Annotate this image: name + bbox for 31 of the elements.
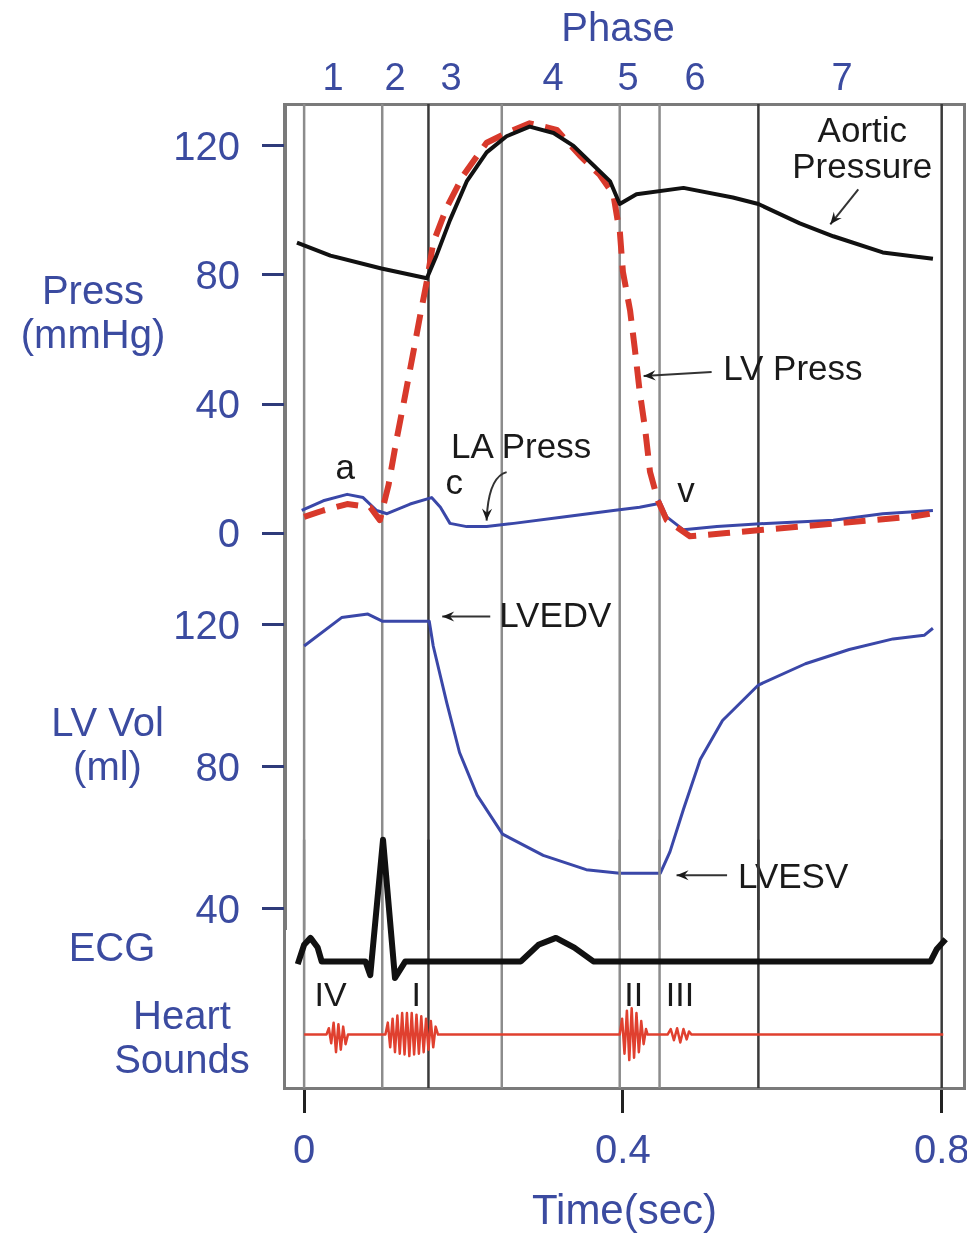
text: 2 xyxy=(384,56,406,99)
annotation: Aortic Pressure xyxy=(792,109,933,185)
x-tick-label: 0.8 xyxy=(913,1127,967,1172)
y-tick-label: 40 xyxy=(195,382,240,427)
y-axis-title: Press (mmHg) xyxy=(19,268,167,356)
annotation: III xyxy=(665,975,695,1013)
y-tick-label: 120 xyxy=(173,123,240,168)
text: 1 xyxy=(322,56,344,99)
y-tick-label: 120 xyxy=(173,602,240,647)
annotation: IV xyxy=(314,975,347,1013)
annotation: LVEDV xyxy=(499,594,613,634)
y-tick-label: 40 xyxy=(195,886,240,931)
annotation: II xyxy=(624,975,644,1013)
chart-title: Phase xyxy=(560,4,676,50)
y-tick-label: 80 xyxy=(195,253,240,298)
text: 3 xyxy=(440,56,462,99)
text: 7 xyxy=(831,56,853,99)
y-axis-title: LV Vol (ml) xyxy=(50,700,165,788)
y-axis-title: Heart Sounds xyxy=(113,993,251,1081)
y-tick-label: 0 xyxy=(217,511,240,556)
y-tick-label: 80 xyxy=(195,744,240,789)
annotation: a xyxy=(335,447,356,487)
text: 5 xyxy=(617,56,639,99)
annotation: I xyxy=(411,975,422,1013)
x-tick-label: 0.4 xyxy=(595,1127,651,1172)
text: 4 xyxy=(542,56,564,99)
text: 6 xyxy=(684,56,706,99)
x-axis-title: Time(sec) xyxy=(531,1186,718,1234)
annotation: v xyxy=(677,470,696,510)
x-tick-label: 0 xyxy=(293,1127,316,1172)
y-axis-title: ECG xyxy=(67,925,157,969)
